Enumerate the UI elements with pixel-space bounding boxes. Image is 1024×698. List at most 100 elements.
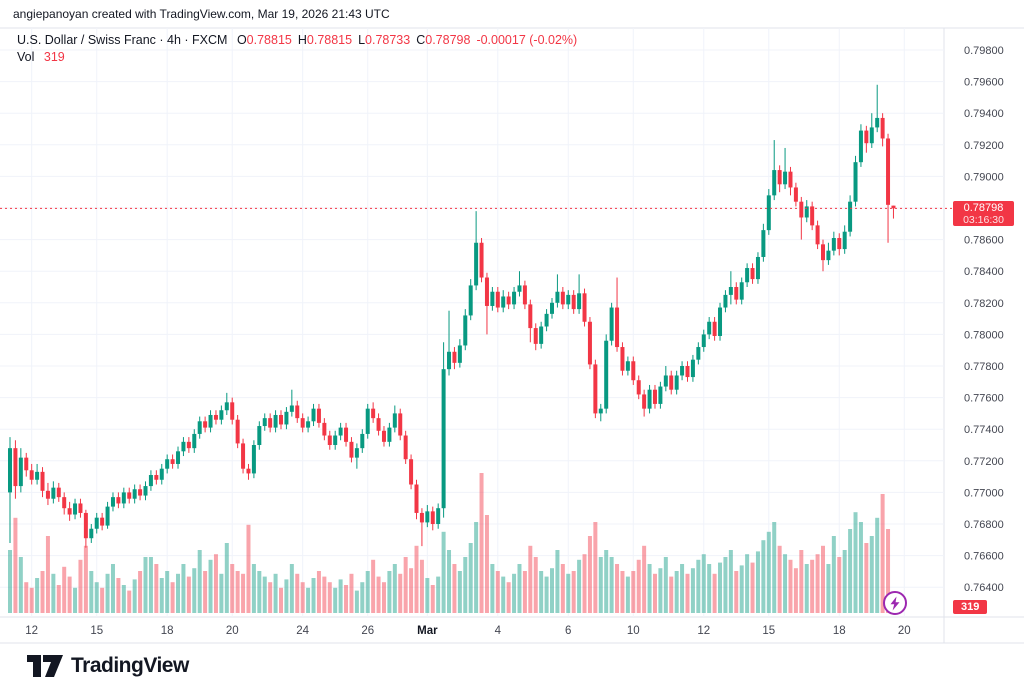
candle-body: [593, 364, 598, 414]
time-axis-label[interactable]: 10: [627, 625, 640, 637]
time-axis-label[interactable]: 15: [762, 625, 775, 637]
candle-body: [495, 291, 500, 308]
candle-body: [365, 408, 370, 434]
volume-bar: [826, 564, 831, 613]
volume-bar: [544, 576, 549, 613]
candle-body: [110, 497, 115, 507]
price-axis-label[interactable]: 0.76800: [964, 519, 1004, 531]
volume-bar: [636, 559, 641, 613]
price-axis-label[interactable]: 0.77400: [964, 424, 1004, 436]
time-axis-label[interactable]: 20: [898, 625, 911, 637]
candle-body: [642, 394, 647, 409]
candle-body: [132, 489, 137, 499]
low-value: 0.78733: [365, 33, 411, 47]
boost-button[interactable]: [883, 591, 907, 615]
price-axis-label[interactable]: 0.79600: [964, 77, 1004, 89]
time-axis-label[interactable]: 20: [226, 625, 239, 637]
open-label: O: [236, 33, 247, 47]
volume-bar: [755, 551, 760, 613]
last-price-badge: 0.78798 03:16:30: [953, 201, 1014, 226]
time-axis-label[interactable]: 12: [25, 625, 38, 637]
volume-bar: [533, 557, 538, 613]
candle-body: [344, 427, 349, 442]
volume-value: 319: [43, 50, 65, 64]
candle-body: [78, 503, 83, 513]
candle-body: [56, 487, 61, 498]
volume-bar: [680, 564, 685, 613]
candle-body: [858, 130, 863, 163]
time-axis-label[interactable]: 4: [495, 625, 502, 637]
price-axis-label[interactable]: 0.78200: [964, 298, 1004, 310]
close-value: 0.78798: [425, 33, 471, 47]
volume-legend[interactable]: Vol 319: [17, 50, 65, 64]
volume-bar: [815, 554, 820, 613]
candle-body: [159, 468, 164, 480]
volume-bar: [67, 576, 72, 613]
candle-body: [241, 443, 246, 469]
volume-bar: [409, 568, 414, 613]
candle-body: [463, 315, 468, 346]
volume-bar: [490, 564, 495, 613]
price-axis-label[interactable]: 0.78000: [964, 329, 1004, 341]
price-axis-label[interactable]: 0.79800: [964, 45, 1004, 57]
candle-body: [425, 511, 430, 523]
candle-body: [100, 517, 105, 526]
time-axis-label[interactable]: 18: [161, 625, 174, 637]
candle-body: [631, 361, 636, 381]
price-axis-label[interactable]: 0.77800: [964, 361, 1004, 373]
candle-body: [484, 277, 489, 306]
price-axis-label[interactable]: 0.77200: [964, 456, 1004, 468]
price-axis-label[interactable]: 0.76400: [964, 582, 1004, 594]
price-axis-label[interactable]: 0.79200: [964, 140, 1004, 152]
candle-body: [474, 242, 479, 286]
candle-body: [62, 497, 67, 509]
volume-bar: [718, 562, 723, 613]
time-axis-label[interactable]: 15: [90, 625, 103, 637]
volume-bar: [582, 554, 587, 613]
candle-body: [289, 405, 294, 412]
volume-bar: [246, 524, 251, 613]
candle-body: [587, 321, 592, 365]
time-axis-label[interactable]: 18: [833, 625, 846, 637]
footer-brand[interactable]: TradingView: [27, 654, 189, 678]
candle-body: [712, 321, 717, 336]
candle-body: [468, 285, 473, 316]
time-axis-label[interactable]: 26: [361, 625, 374, 637]
volume-bar: [512, 573, 517, 613]
time-axis-label[interactable]: Mar: [417, 625, 438, 637]
symbol-title[interactable]: U.S. Dollar / Swiss Franc · 4h · FXCM: [17, 33, 228, 47]
candle-body: [615, 307, 620, 348]
volume-bar: [354, 590, 359, 613]
time-axis-label[interactable]: 12: [697, 625, 710, 637]
candle-body: [257, 426, 262, 445]
volume-bar: [295, 573, 300, 613]
price-axis-label[interactable]: 0.79400: [964, 108, 1004, 120]
volume-bar: [739, 565, 744, 613]
volume-bar: [615, 564, 620, 613]
candle-body: [522, 285, 527, 305]
candle-body: [300, 418, 305, 428]
candle-body: [739, 282, 744, 300]
price-axis-label[interactable]: 0.78600: [964, 235, 1004, 247]
symbol-legend[interactable]: U.S. Dollar / Swiss Franc · 4h · FXCM O 0…: [17, 33, 577, 47]
candle-body: [170, 459, 175, 464]
candle-body: [853, 162, 858, 202]
price-axis-label[interactable]: 0.78400: [964, 266, 1004, 278]
candle-body: [51, 487, 56, 499]
candle-body: [197, 421, 202, 434]
candle-countdown: 03:16:30: [963, 214, 1004, 226]
volume-bar: [463, 557, 468, 613]
price-axis-label[interactable]: 0.77600: [964, 393, 1004, 405]
volume-bar: [403, 557, 408, 613]
price-axis-label[interactable]: 0.76600: [964, 551, 1004, 563]
time-axis-label[interactable]: 24: [296, 625, 309, 637]
candle-body: [766, 195, 771, 231]
time-axis-label[interactable]: 6: [565, 625, 571, 637]
volume-bar: [127, 590, 132, 613]
candle-body: [799, 201, 804, 218]
volume-bar: [550, 568, 554, 613]
price-axis-label[interactable]: 0.79000: [964, 171, 1004, 183]
price-axis-label[interactable]: 0.77000: [964, 487, 1004, 499]
volume-bar: [821, 545, 825, 613]
